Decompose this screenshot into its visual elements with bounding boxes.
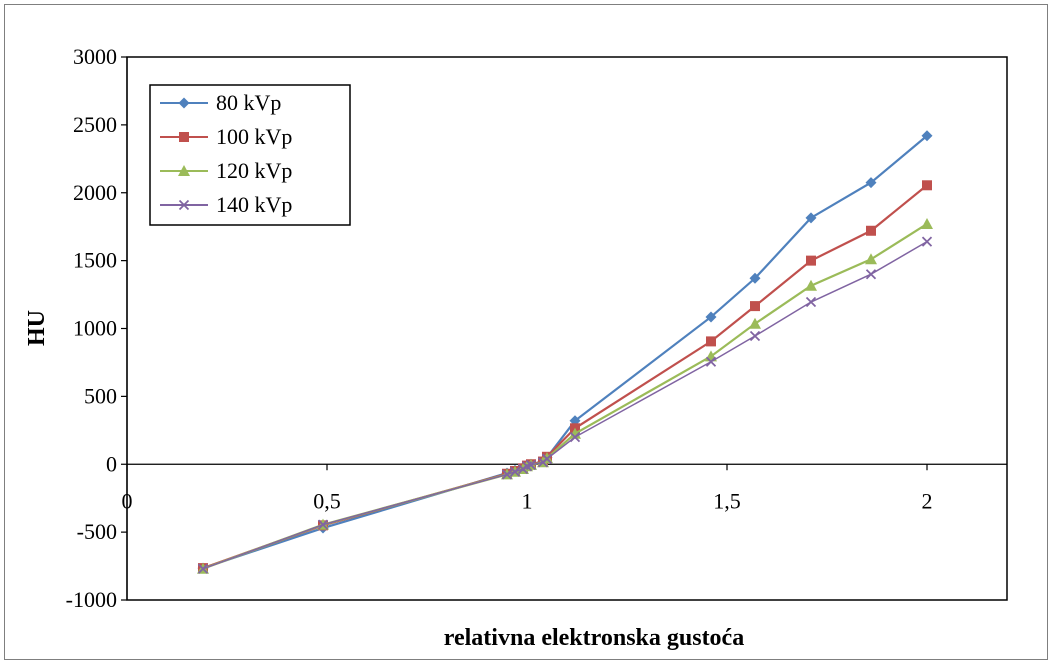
data-point [179,132,189,142]
data-point [805,212,817,224]
data-point [865,177,877,189]
data-point-stroke [178,199,190,211]
data-point [866,225,876,236]
y-tick-label: 3000 [73,44,117,69]
x-tick-label: 0 [122,488,133,513]
legend-box [149,84,351,226]
legend-label: 100 kVp [216,124,292,149]
data-point-stroke [525,459,537,471]
x-tick-label: 1,5 [713,488,741,513]
legend-label: 80 kVp [216,90,281,115]
x-axis-title: relativna elektronska gustoća [444,625,744,651]
data-point-stroke [197,563,209,574]
data-point [749,272,761,284]
data-point-stroke [865,269,877,280]
y-tick-label: -500 [77,519,117,544]
x-tick-label: 0,5 [313,488,341,513]
y-tick-label: 1500 [73,248,117,273]
series-group [197,130,933,574]
data-point [805,296,817,308]
data-point [922,180,932,191]
data-point-stroke [509,466,521,477]
y-tick-label: 2000 [73,180,117,205]
data-point [705,356,717,367]
data-point [317,519,329,530]
data-point-stroke [749,330,761,342]
data-point [921,217,933,229]
data-point [569,431,581,443]
data-point [178,97,190,109]
x-tick-label: 1 [522,488,533,513]
series-line [202,184,928,570]
series-2 [197,217,933,574]
data-point-stroke [705,356,717,367]
data-point-stroke [317,519,329,530]
data-point [525,459,537,471]
data-point [921,236,933,247]
legend-label: 120 kVp [216,158,292,183]
data-point [749,330,761,342]
data-point-stroke [541,453,553,464]
legend-item: 100 kVp [160,124,292,149]
data-point [806,255,816,266]
series-line [202,240,928,570]
data-point-stroke [501,469,513,480]
data-point [197,563,209,574]
y-tick-label: 0 [106,451,117,476]
x-tick-label: 2 [922,488,933,513]
legend-item: 120 kVp [160,158,292,183]
data-point [750,301,760,312]
series-line [202,223,928,570]
data-point-stroke [921,236,933,247]
data-point [921,130,933,142]
data-point [705,311,717,323]
data-point [178,199,190,211]
y-axis-title: HU [24,310,50,346]
y-tick-label: 500 [84,383,117,408]
data-point [805,279,817,291]
y-tick-label: 2500 [73,112,117,137]
legend: 80 kVp 100 kVp 120 kVp 140 kVp [149,84,351,226]
legend-item: 80 kVp [160,90,281,115]
data-point-stroke [569,431,581,443]
y-tick-label: -1000 [66,587,117,612]
y-tick-label: 1000 [73,316,117,341]
data-point [865,269,877,280]
data-point [178,165,190,176]
data-point [865,253,877,265]
data-point-stroke [805,296,817,308]
legend-label: 140 kVp [216,192,292,217]
data-point [706,336,716,347]
data-point [749,317,761,329]
series-1 [198,180,932,574]
data-point [509,466,521,477]
data-point [541,453,553,464]
legend-item: 140 kVp [160,192,292,217]
series-3 [197,236,933,574]
data-point [501,469,513,480]
